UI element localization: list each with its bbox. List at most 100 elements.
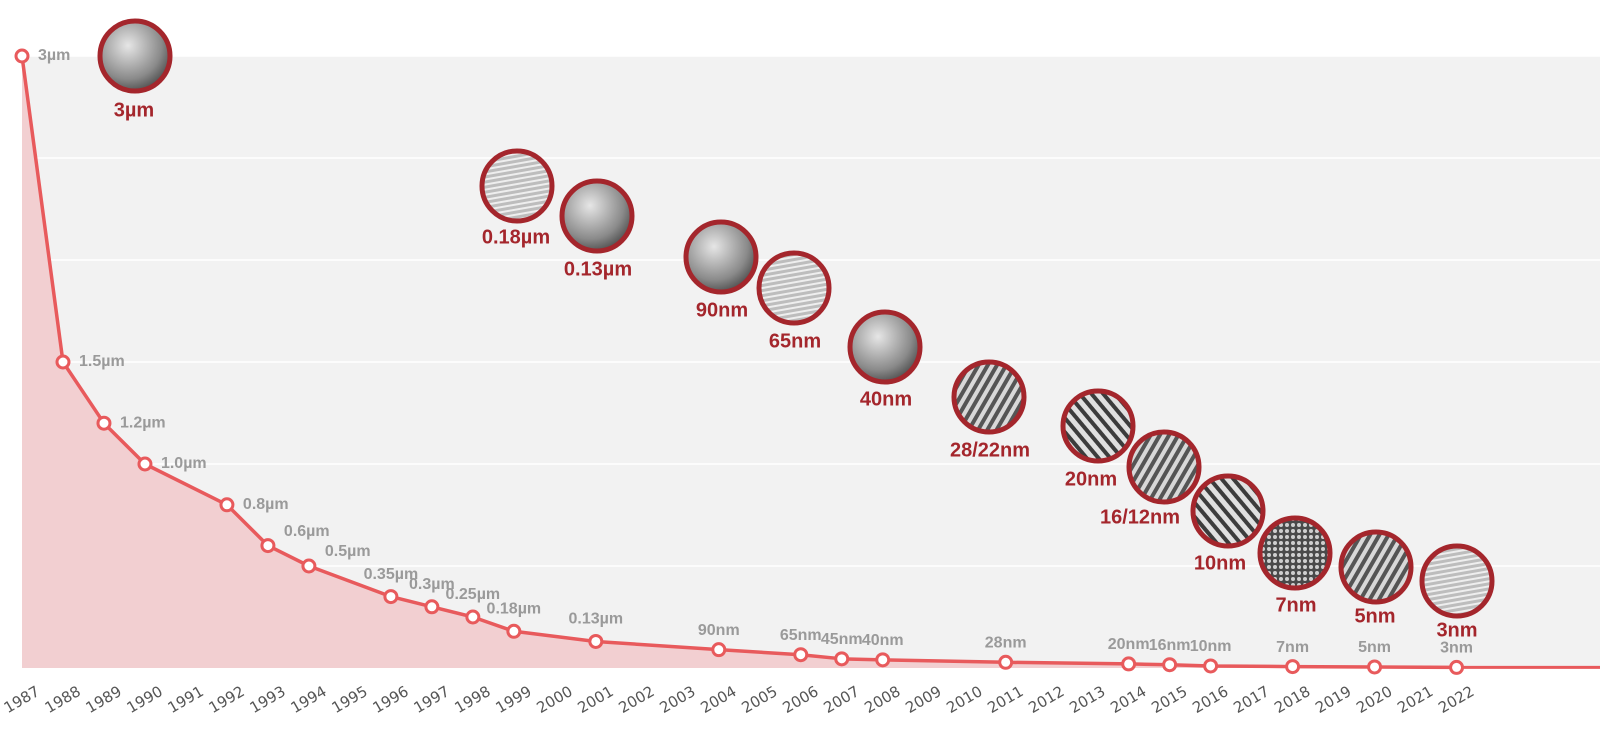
- data-label: 5nm: [1358, 639, 1391, 656]
- point: [1162, 657, 1178, 673]
- x-tick-label: 2014: [1107, 682, 1149, 717]
- photo-badge: [479, 148, 555, 224]
- x-tick-label: 1987: [1, 682, 43, 717]
- annotation-label: 65nm: [769, 330, 821, 352]
- point: [506, 623, 522, 639]
- point: [219, 497, 235, 513]
- x-tick-label: 2004: [697, 682, 739, 717]
- data-label: 10nm: [1190, 638, 1232, 655]
- x-tick-label: 1994: [288, 682, 330, 717]
- x-tick-label: 2019: [1312, 682, 1354, 717]
- data-label: 0.18µm: [487, 600, 542, 617]
- x-tick-label: 1993: [247, 682, 289, 717]
- x-tick-label: 2022: [1435, 682, 1477, 717]
- point: [711, 642, 727, 658]
- x-tick-label: 2008: [861, 682, 903, 717]
- x-tick-label: 2006: [779, 682, 821, 717]
- x-tick-label: 2007: [820, 682, 862, 717]
- data-label: 1.0µm: [161, 455, 207, 472]
- x-tick-label: 1999: [493, 682, 535, 717]
- point: [875, 652, 891, 668]
- x-tick-label: 2011: [984, 682, 1026, 717]
- point: [301, 558, 317, 574]
- x-tick-label: 2010: [943, 682, 985, 717]
- point: [834, 651, 850, 667]
- data-label: 45nm: [821, 631, 863, 648]
- x-tick-label: 2015: [1148, 682, 1190, 717]
- point: [424, 599, 440, 615]
- data-label: 20nm: [1108, 636, 1150, 653]
- point: [1203, 658, 1219, 674]
- data-label: 28nm: [985, 635, 1027, 652]
- annotation-label: 0.13µm: [564, 258, 632, 280]
- point: [793, 647, 809, 663]
- annotation-label: 3µm: [114, 99, 154, 121]
- x-tick-label: 1988: [42, 682, 84, 717]
- photo-badge: [1126, 429, 1202, 505]
- photo-badge: [951, 359, 1027, 435]
- annotation-label: 3nm: [1436, 619, 1477, 641]
- x-tick-label: 2021: [1394, 682, 1436, 717]
- photo-badge: [1060, 388, 1136, 464]
- point: [96, 415, 112, 431]
- photo-badge: [847, 309, 923, 385]
- data-label: 3nm: [1440, 640, 1473, 657]
- x-tick-label: 2001: [575, 682, 617, 717]
- x-tick-label: 1997: [411, 682, 453, 717]
- photo-badge: [756, 250, 832, 326]
- x-tick-label: 1990: [124, 682, 166, 717]
- x-tick-label: 2020: [1353, 682, 1395, 717]
- x-tick-label: 1995: [329, 682, 371, 717]
- annotation-label: 5nm: [1354, 605, 1395, 627]
- photo-badge: [1190, 473, 1266, 549]
- data-label: 1.2µm: [120, 414, 166, 431]
- data-label: 16nm: [1149, 637, 1191, 654]
- annotations: 3µm 0.18µm 0.13µm 90nm 65nm 40nm 28/22nm 20nm 16…: [97, 18, 1495, 641]
- area-fill: [22, 56, 1600, 668]
- x-tick-label: 2013: [1066, 682, 1108, 717]
- photo-badge: [559, 178, 635, 254]
- data-label: 0.3µm: [409, 576, 455, 593]
- photo-badge: [1257, 515, 1333, 591]
- annotation-label: 40nm: [860, 388, 912, 410]
- point: [137, 456, 153, 472]
- point: [55, 354, 71, 370]
- x-tick-label: 1992: [206, 682, 248, 717]
- data-label: 40nm: [862, 632, 904, 649]
- x-tick-label: 1991: [165, 682, 207, 717]
- data-label: 1.5µm: [79, 353, 125, 370]
- annotation-label: 0.18µm: [482, 226, 550, 248]
- point: [14, 48, 30, 64]
- point: [588, 633, 604, 649]
- data-label: 0.35µm: [364, 566, 419, 583]
- data-label: 65nm: [780, 627, 822, 644]
- photo-badge: [683, 219, 759, 295]
- annotation-label: 20nm: [1065, 468, 1117, 490]
- annotation-label: 16/12nm: [1100, 506, 1180, 528]
- point: [383, 589, 399, 605]
- x-tick-label: 2017: [1230, 682, 1272, 717]
- point: [260, 538, 276, 554]
- x-tick-label: 2003: [657, 682, 699, 717]
- x-tick-label: 1989: [83, 682, 125, 717]
- x-tick-label: 2016: [1189, 682, 1231, 717]
- point: [998, 654, 1014, 670]
- x-tick-label: 2012: [1025, 682, 1067, 717]
- annotation-label: 10nm: [1194, 552, 1246, 574]
- data-label: 0.6µm: [284, 523, 330, 540]
- photo-badge: [1338, 529, 1414, 605]
- x-tick-label: 2000: [534, 682, 576, 717]
- annotation-label: 7nm: [1275, 594, 1316, 616]
- point: [1449, 659, 1465, 675]
- annotation-label: 90nm: [696, 299, 748, 321]
- x-tick-label: 2018: [1271, 682, 1313, 717]
- data-label: 3µm: [38, 47, 70, 64]
- x-tick-label: 1996: [370, 682, 412, 717]
- photo-badge: [97, 18, 173, 94]
- data-label: 90nm: [698, 622, 740, 639]
- data-label: 0.13µm: [569, 611, 624, 628]
- point: [465, 609, 481, 625]
- point: [1285, 659, 1301, 675]
- annotation-label: 28/22nm: [950, 439, 1030, 461]
